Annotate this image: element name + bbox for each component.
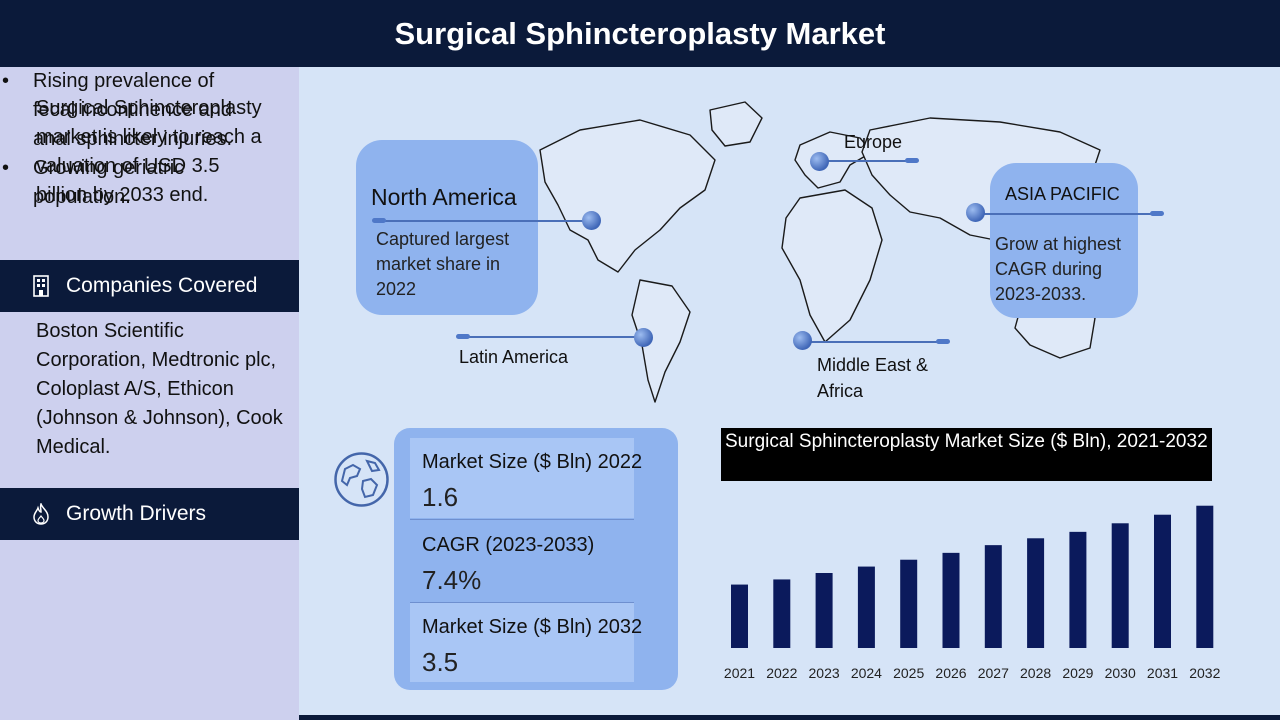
asia-pacific-connector xyxy=(975,213,1157,215)
x-tick-label: 2029 xyxy=(1062,665,1093,681)
latin-america-connector xyxy=(462,336,638,338)
x-tick-label: 2028 xyxy=(1020,665,1051,681)
asia-pacific-title: ASIA PACIFIC xyxy=(1005,184,1120,204)
latin-america-label: Latin America xyxy=(459,347,569,367)
x-tick-label: 2023 xyxy=(809,665,840,681)
x-tick-label: 2021 xyxy=(724,665,755,681)
north-america-desc: Captured largest market share in 2022 xyxy=(376,229,510,299)
greenland-shape xyxy=(709,101,763,147)
asia-pacific-callout xyxy=(990,163,1138,318)
bar-2022 xyxy=(773,579,791,648)
mea-label: Middle East & Africa xyxy=(817,355,929,401)
stat-label-market-size-2032: Market Size ($ Bln) 2032 xyxy=(422,616,643,638)
north-america-connector xyxy=(378,220,584,222)
companies-list: Boston Scientific Corporation, Medtronic… xyxy=(36,320,283,458)
sidebar: Surgical Sphincteroplasty market is like… xyxy=(0,67,299,720)
bar-2021 xyxy=(731,584,748,648)
x-tick-label: 2030 xyxy=(1105,665,1136,681)
x-tick-label: 2024 xyxy=(851,665,882,681)
footer-rule xyxy=(299,715,1280,720)
bar-2029 xyxy=(1069,531,1087,648)
stat-value-market-size-2022: 1.6 xyxy=(422,482,459,512)
companies-heading: Companies Covered xyxy=(66,274,258,297)
mea-connector-cap xyxy=(936,339,950,344)
asia-pacific-pin xyxy=(966,203,985,222)
x-tick-label: 2025 xyxy=(893,665,924,681)
europe-label: Europe xyxy=(844,132,903,152)
stat-highlight-1 xyxy=(410,438,634,518)
asia-pacific-connector-cap xyxy=(1150,211,1164,216)
bar-2027 xyxy=(984,545,1002,648)
x-tick-label: 2026 xyxy=(935,665,966,681)
bar-2031 xyxy=(1154,514,1171,648)
bar-2025 xyxy=(900,559,918,648)
stat-divider xyxy=(410,519,634,520)
asia-pacific-desc: Grow at highest CAGR during 2023-2033. xyxy=(995,234,1122,304)
page-title: Surgical Sphincteroplasty Market xyxy=(0,0,1280,67)
mea-pin xyxy=(793,331,812,350)
list-item: Growing geriatric population. xyxy=(0,154,260,212)
bar-2024 xyxy=(857,566,875,648)
latin-america-pin xyxy=(634,328,653,347)
building-icon xyxy=(30,275,52,297)
stat-divider xyxy=(410,602,634,603)
x-tick-label: 2022 xyxy=(766,665,797,681)
companies-heading-band: Companies Covered xyxy=(0,260,299,312)
x-tick-label: 2031 xyxy=(1147,665,1178,681)
bar-2028 xyxy=(1027,538,1045,648)
europe-connector xyxy=(820,160,912,162)
europe-connector-cap xyxy=(905,158,919,163)
north-america-pin xyxy=(582,211,601,230)
x-tick-label: 2027 xyxy=(978,665,1009,681)
fire-icon xyxy=(30,503,52,525)
bar-2026 xyxy=(942,552,960,648)
chart-title: Surgical Sphincteroplasty Market Size ($… xyxy=(721,428,1212,481)
north-america-connector-cap xyxy=(372,218,386,223)
stat-label-cagr: CAGR (2023-2033) xyxy=(422,534,595,556)
x-tick-label: 2032 xyxy=(1189,665,1220,681)
north-america-title: North America xyxy=(371,184,517,210)
globe-icon xyxy=(334,452,389,507)
bar-2030 xyxy=(1111,523,1129,648)
latin-america-connector-cap xyxy=(456,334,470,339)
bar-2032 xyxy=(1196,505,1214,648)
growth-drivers-list: Rising prevalence of fecal incontinence … xyxy=(0,67,260,212)
mea-connector xyxy=(802,341,944,343)
north-america-callout xyxy=(356,140,538,315)
stat-label-market-size-2022: Market Size ($ Bln) 2022 xyxy=(422,451,643,473)
growth-heading-band: Growth Drivers xyxy=(0,488,299,540)
africa-shape xyxy=(781,189,883,343)
europe-pin xyxy=(810,152,829,171)
stat-value-cagr: 7.4% xyxy=(422,565,482,595)
stat-highlight-3 xyxy=(410,602,634,682)
list-item: Rising prevalence of fecal incontinence … xyxy=(0,67,260,154)
bar-chart: 2021 2022 2023 2024 2025 2026 2027 2028 2029 2030… xyxy=(724,505,1221,681)
stat-value-market-size-2032: 3.5 xyxy=(422,647,459,677)
north-america-shape xyxy=(539,119,716,273)
growth-heading: Growth Drivers xyxy=(66,502,207,525)
bar-2023 xyxy=(815,573,833,648)
